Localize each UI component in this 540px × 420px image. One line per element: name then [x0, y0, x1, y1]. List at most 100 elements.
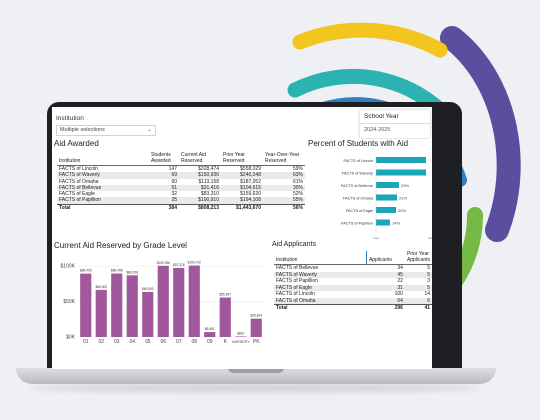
table-cell: 61%	[292, 178, 303, 185]
table-cell: 34	[397, 265, 403, 271]
table-cell: 22	[397, 278, 403, 284]
table-cell: 64	[366, 297, 405, 305]
bar[interactable]	[204, 332, 216, 337]
data-label: $100,742	[188, 261, 202, 265]
bar[interactable]	[235, 336, 247, 337]
data-label: $25,814	[250, 314, 262, 318]
school-year-label: School Year	[364, 113, 399, 120]
aid-applicants-panel: Aid Applicants Institution Applicants Pr…	[272, 241, 432, 367]
bar[interactable]	[157, 265, 169, 337]
table-row[interactable]: FACTS of Lincoln 147 $328,474 $558,029 59%	[57, 166, 305, 173]
col-prior-year[interactable]: Prior Year Reserved	[221, 152, 263, 166]
table-row[interactable]: FACTS of Bellevue 34 5	[274, 265, 432, 272]
data-label: $801	[237, 331, 244, 335]
table-row[interactable]: FACTS of Eagle 31 5	[274, 284, 432, 291]
table-row[interactable]: FACTS of Waverly 69 $150,936 $240,248 63%	[57, 172, 305, 179]
table-cell: $113,158	[198, 178, 219, 185]
aid-awarded-table: Institution Students Awarded Current Aid…	[57, 152, 305, 212]
table-row[interactable]: FACTS of Papillion 22 3	[274, 278, 432, 285]
bar[interactable]	[250, 318, 262, 337]
table-cell: 14	[424, 291, 430, 297]
category-label: FACTS of Omaha	[343, 197, 374, 201]
data-label: 20%	[398, 208, 406, 213]
x-tick-label: 06	[160, 339, 166, 345]
data-label: 21%	[399, 196, 407, 201]
arc-purple	[440, 26, 521, 242]
school-year-slicer[interactable]: School Year 2024-2025	[360, 110, 430, 138]
data-label: 23%	[401, 183, 409, 188]
col-current-aid[interactable]: Current Aid Reserved	[179, 152, 221, 166]
col-applicants[interactable]: Applicants	[365, 251, 405, 265]
table-row[interactable]: FACTS of Omaha 60 $113,158 $187,052 61%	[57, 179, 305, 185]
bar[interactable]	[376, 194, 397, 201]
data-label: 14%	[392, 221, 400, 226]
laptop-shadow	[30, 384, 480, 392]
bar[interactable]	[173, 267, 185, 337]
table-cell: 3	[427, 278, 430, 284]
table-row[interactable]: FACTS of Eagle 32 $83,310 $159,620 52%	[57, 191, 305, 197]
x-tick-label: 50	[428, 236, 432, 239]
x-tick-label: 09	[207, 339, 213, 345]
bar[interactable]	[126, 275, 138, 337]
table-cell: 69	[149, 172, 179, 179]
table-cell: 51	[149, 184, 179, 192]
table-row[interactable]: FACTS of Waverly 45 5	[274, 271, 432, 278]
bar[interactable]	[376, 182, 399, 188]
data-label: $100,396	[157, 261, 171, 265]
table-cell: $328,474	[198, 166, 219, 172]
table-cell: FACTS of Waverly	[57, 172, 149, 179]
bar[interactable]	[376, 169, 426, 176]
x-tick-label: 02	[98, 339, 104, 345]
institution-dropdown[interactable]: Multiple selections ⌄	[56, 125, 156, 136]
bar[interactable]	[142, 291, 154, 337]
bar[interactable]	[111, 273, 123, 337]
x-tick-label: 04	[129, 339, 135, 345]
bar[interactable]	[376, 219, 390, 226]
table-cell: 30%	[263, 184, 305, 192]
table-cell: FACTS of Bellevue	[276, 265, 319, 271]
col-prior-applicants[interactable]: Prior Year Applicants	[404, 251, 432, 265]
table-cell: FACTS of Lincoln	[276, 291, 315, 297]
bar[interactable]	[219, 297, 231, 337]
table-cell: 5	[427, 265, 430, 271]
chevron-down-icon: ⌄	[146, 127, 152, 133]
table-cell: $104,615	[221, 184, 263, 192]
table-cell: 52%	[292, 191, 303, 198]
col-yoy[interactable]: Year-Over-Year Reserved	[263, 152, 305, 166]
table-row[interactable]: FACTS of Omaha 64 6	[274, 297, 432, 305]
table-cell: 25	[149, 197, 179, 205]
data-label: $6,961	[205, 327, 215, 331]
table-cell: $83,310	[200, 191, 219, 198]
table-cell: 32	[171, 191, 177, 198]
table-cell: 5	[404, 271, 432, 278]
data-label: $55,697	[219, 293, 231, 297]
total-row: Total 384 $808,213 $1,443,670 56%	[57, 203, 305, 212]
x-tick-label: PK	[253, 339, 260, 345]
bar[interactable]	[95, 289, 107, 337]
aid-applicants-table: Institution Applicants Prior Year Applic…	[274, 251, 432, 312]
table-cell: 63%	[263, 172, 305, 179]
dashboard-screen: Institution Multiple selections ⌄ School…	[52, 107, 432, 369]
col-institution[interactable]: Institution	[274, 251, 367, 265]
arc-yellow	[292, 22, 448, 58]
laptop-notch	[228, 368, 284, 373]
total-row: Total 296 41	[274, 304, 432, 312]
table-cell: FACTS of Waverly	[274, 271, 367, 278]
col-institution[interactable]: Institution	[57, 152, 149, 166]
table-row[interactable]: FACTS of Papillion 25 $100,910 $194,108 55%	[57, 197, 305, 205]
total-cell: 41	[404, 304, 432, 312]
bar[interactable]	[80, 273, 92, 337]
bar[interactable]	[188, 265, 200, 337]
y-tick-label: $50K	[63, 299, 75, 305]
table-cell: 55%	[263, 197, 305, 205]
table-cell: $31,416	[179, 184, 221, 192]
table-row[interactable]: FACTS of Bellevue 51 $31,416 $104,615 30%	[57, 184, 305, 192]
percent-students-panel: Percent of Students with Aid FACTS of Li…	[308, 139, 432, 239]
bar[interactable]	[376, 207, 396, 213]
total-cell: 384	[149, 203, 179, 212]
table-row[interactable]: FACTS of Lincoln 100 14	[274, 291, 432, 298]
data-label: $66,500	[95, 285, 107, 289]
bar[interactable]	[376, 157, 426, 163]
table-cell: 6	[404, 297, 432, 305]
col-students-awarded[interactable]: Students Awarded	[149, 152, 179, 166]
